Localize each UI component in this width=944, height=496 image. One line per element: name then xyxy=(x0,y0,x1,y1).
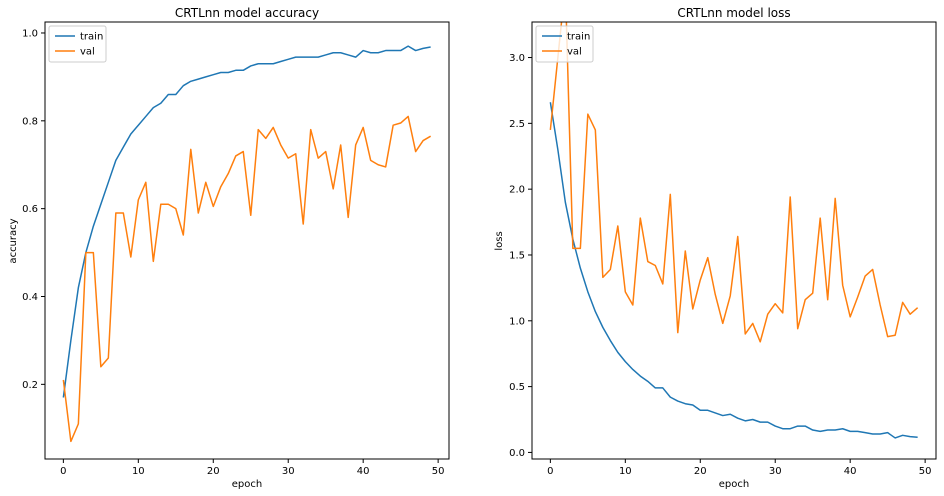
loss-legend-train-label: train xyxy=(567,32,590,43)
accuracy-y-tick-label: 0.6 xyxy=(22,204,38,215)
loss-chart-title: CRTLnn model loss xyxy=(677,6,790,20)
accuracy-y-tick-label: 1.0 xyxy=(22,28,38,39)
loss-y-tick-label: 1.0 xyxy=(509,316,525,327)
accuracy-legend: train val xyxy=(48,25,107,63)
loss-y-tick-label: 1.5 xyxy=(509,250,525,261)
accuracy-x-axis-label: epoch xyxy=(232,479,262,490)
loss-legend: train val xyxy=(535,25,594,63)
loss-train-line xyxy=(549,102,918,439)
accuracy-legend-val-label: val xyxy=(80,47,95,58)
loss-legend-val-label: val xyxy=(567,47,582,58)
accuracy-x-tick-label: 50 xyxy=(432,466,445,477)
accuracy-x-tick-label: 40 xyxy=(357,466,370,477)
accuracy-frame xyxy=(44,21,450,460)
loss-x-tick-label: 40 xyxy=(844,466,857,477)
loss-y-tick-label: 2.5 xyxy=(509,119,525,130)
accuracy-train-line xyxy=(62,45,431,398)
loss-y-tick-label: 0.0 xyxy=(509,448,525,459)
loss-plot-area xyxy=(531,21,937,460)
accuracy-y-tick-label: 0.2 xyxy=(22,380,38,391)
accuracy-subplot: CRTLnn model accuracy epoch accuracy 0 10… xyxy=(8,6,450,490)
loss-x-tick-label: 20 xyxy=(694,466,707,477)
accuracy-x-tick-label: 20 xyxy=(207,466,220,477)
loss-y-tick-label: 0.5 xyxy=(509,382,525,393)
loss-y-tick-label: 2.0 xyxy=(509,185,525,196)
loss-legend-box xyxy=(535,25,594,63)
accuracy-val-line xyxy=(62,115,432,443)
loss-x-tick-label: 0 xyxy=(547,466,553,477)
accuracy-plot-area xyxy=(44,21,450,460)
loss-frame xyxy=(531,21,937,460)
accuracy-x-tick-label: 30 xyxy=(282,466,295,477)
accuracy-x-tick-label: 10 xyxy=(132,466,145,477)
loss-x-tick-label: 10 xyxy=(619,466,632,477)
accuracy-legend-box xyxy=(48,25,107,63)
loss-x-tick-label: 50 xyxy=(919,466,932,477)
loss-y-axis-label: loss xyxy=(494,231,505,250)
loss-val-line xyxy=(549,22,919,343)
loss-subplot: CRTLnn model loss epoch loss 0 10 20 30 40 50… xyxy=(494,6,937,490)
loss-y-tick-label: 3.0 xyxy=(509,53,525,64)
accuracy-y-axis-label: accuracy xyxy=(8,218,19,263)
accuracy-chart-title: CRTLnn model accuracy xyxy=(175,6,319,20)
accuracy-legend-train-label: train xyxy=(80,32,103,43)
loss-x-tick-label: 30 xyxy=(769,466,782,477)
accuracy-y-tick-label: 0.4 xyxy=(22,292,38,303)
accuracy-x-tick-label: 0 xyxy=(60,466,66,477)
accuracy-y-tick-label: 0.8 xyxy=(22,116,38,127)
loss-x-axis-label: epoch xyxy=(719,479,749,490)
